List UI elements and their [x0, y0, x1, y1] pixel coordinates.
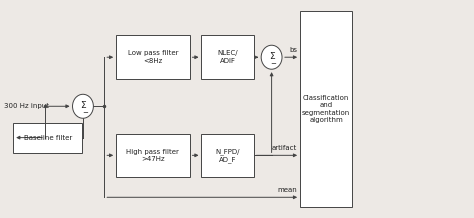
Text: 300 Hz input: 300 Hz input	[4, 103, 49, 109]
Text: artifact: artifact	[272, 145, 297, 151]
Text: Baseline filter: Baseline filter	[24, 135, 72, 141]
Text: bs: bs	[289, 47, 297, 53]
Text: High pass filter
>47Hz: High pass filter >47Hz	[127, 149, 179, 162]
Bar	[300, 11, 352, 207]
Bar	[116, 133, 190, 177]
Bar	[201, 133, 254, 177]
Text: Σ: Σ	[269, 52, 274, 61]
Bar	[116, 35, 190, 79]
Text: −: −	[271, 61, 276, 67]
Text: Σ: Σ	[80, 101, 86, 110]
Circle shape	[261, 45, 282, 69]
Circle shape	[73, 94, 93, 118]
Bar	[201, 35, 254, 79]
Text: −: −	[82, 110, 88, 116]
Text: N_FPD/
AD_F: N_FPD/ AD_F	[215, 148, 240, 163]
Text: mean: mean	[277, 187, 297, 193]
Text: NLEC/
ADIF: NLEC/ ADIF	[217, 51, 238, 64]
Bar	[13, 123, 82, 153]
Text: Classification
and
segmentation
algorithm: Classification and segmentation algorith…	[302, 95, 350, 123]
Text: Low pass filter
<8Hz: Low pass filter <8Hz	[128, 51, 178, 64]
